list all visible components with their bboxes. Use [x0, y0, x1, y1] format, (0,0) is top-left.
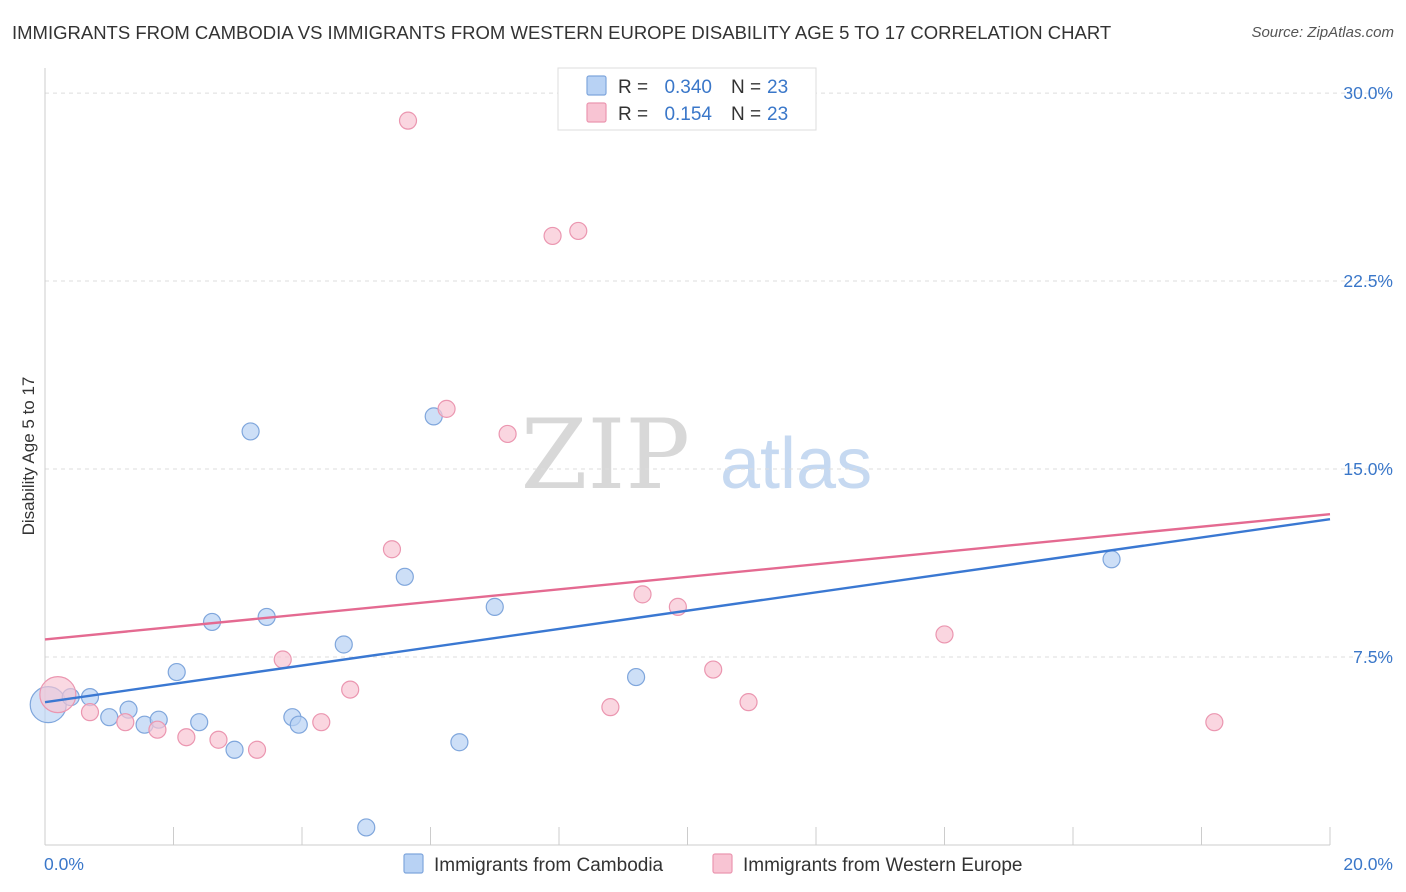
- point-western-europe: [935, 625, 954, 644]
- watermark: ZIP atlas: [521, 399, 872, 511]
- point-western-europe: [437, 399, 456, 418]
- y-tick-label: 22.5%: [1343, 271, 1393, 291]
- point-cambodia: [225, 740, 244, 759]
- point-cambodia: [334, 635, 353, 654]
- legend-r-label-western-europe: R =: [618, 104, 648, 125]
- x-axis-ticks: [44, 827, 1331, 845]
- point-western-europe: [704, 660, 723, 679]
- stats-legend: R = 0.340 N = 23 R = 0.154 N = 23: [557, 67, 817, 131]
- trend-line-cambodia: [44, 517, 1331, 704]
- y-axis-tick-labels: 7.5% 15.0% 22.5% 30.0%: [1343, 83, 1393, 667]
- grid-lines: [45, 92, 1390, 658]
- source-credit: Source: ZipAtlas.com: [1251, 24, 1394, 41]
- point-western-europe: [398, 111, 418, 130]
- point-western-europe: [382, 540, 402, 559]
- point-western-europe: [80, 703, 100, 722]
- point-cambodia: [190, 713, 209, 732]
- legend-r-label-cambodia: R =: [618, 77, 648, 98]
- legend-n-label-western-europe: N =: [731, 104, 761, 125]
- point-western-europe: [543, 226, 562, 246]
- y-tick-label: 30.0%: [1343, 83, 1393, 103]
- watermark-atlas: atlas: [720, 424, 872, 504]
- trend-line-western-europe: [44, 512, 1331, 641]
- chart-title: IMMIGRANTS FROM CAMBODIA VS IMMIGRANTS F…: [12, 22, 1112, 43]
- x-tick-label-min: 0.0%: [44, 854, 84, 874]
- point-cambodia: [395, 567, 414, 586]
- x-tick-label-max: 20.0%: [1343, 854, 1393, 874]
- point-western-europe: [273, 650, 292, 669]
- point-western-europe: [148, 720, 167, 739]
- point-western-europe: [312, 713, 331, 732]
- legend-swatch-western-europe: [586, 102, 607, 123]
- legend-r-value-cambodia: 0.340: [664, 77, 712, 98]
- y-tick-label: 15.0%: [1343, 459, 1393, 479]
- bottom-legend-swatch-cambodia: [403, 853, 424, 874]
- point-cambodia: [241, 422, 260, 441]
- point-western-europe: [209, 730, 228, 749]
- point-cambodia: [289, 715, 308, 734]
- bottom-legend-label-western-europe: Immigrants from Western Europe: [743, 855, 1022, 876]
- point-cambodia: [485, 597, 504, 616]
- bottom-legend-label-cambodia: Immigrants from Cambodia: [434, 855, 664, 876]
- point-western-europe: [601, 698, 620, 717]
- point-western-europe: [498, 424, 517, 444]
- point-western-europe: [569, 221, 588, 241]
- legend-r-value-western-europe: 0.154: [664, 104, 712, 125]
- point-western-europe: [39, 676, 77, 714]
- point-western-europe: [1205, 713, 1224, 732]
- point-western-europe: [739, 693, 758, 712]
- point-cambodia: [357, 818, 376, 837]
- trend-lines: [44, 512, 1331, 704]
- legend-n-label-cambodia: N =: [731, 77, 761, 98]
- point-western-europe: [633, 585, 652, 604]
- point-cambodia: [626, 667, 646, 687]
- point-cambodia: [167, 662, 186, 682]
- legend-swatch-cambodia: [586, 75, 607, 96]
- point-western-europe: [247, 740, 267, 759]
- legend-n-value-western-europe: 23: [767, 104, 788, 125]
- point-western-europe: [341, 680, 360, 699]
- bottom-legend-swatch-western-europe: [712, 853, 733, 874]
- y-axis-label: Disability Age 5 to 17: [19, 377, 38, 536]
- y-tick-label: 7.5%: [1353, 647, 1393, 667]
- series-legend: Immigrants from Cambodia Immigrants from…: [403, 853, 1022, 876]
- point-western-europe: [177, 728, 196, 747]
- point-cambodia: [100, 708, 119, 727]
- point-cambodia: [1102, 550, 1121, 569]
- data-points: [29, 111, 1224, 837]
- point-western-europe: [116, 713, 135, 732]
- point-cambodia: [450, 733, 469, 752]
- watermark-zip: ZIP: [521, 399, 690, 511]
- legend-n-value-cambodia: 23: [767, 77, 788, 98]
